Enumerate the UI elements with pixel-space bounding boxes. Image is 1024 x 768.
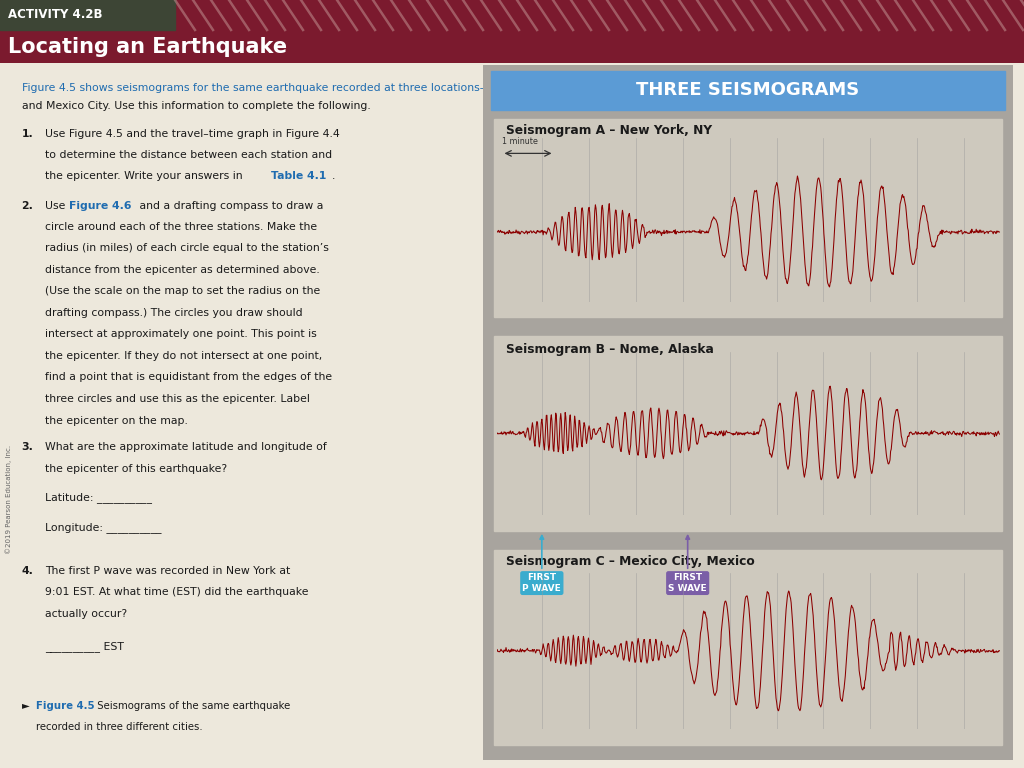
Text: the epicenter. If they do not intersect at one point,: the epicenter. If they do not intersect … <box>45 351 323 361</box>
Text: actually occur?: actually occur? <box>45 609 127 619</box>
Text: The first P wave was recorded in New York at: The first P wave was recorded in New Yor… <box>45 566 290 576</box>
Text: ©2019 Pearson Education, Inc.: ©2019 Pearson Education, Inc. <box>5 445 11 554</box>
Text: __________ EST: __________ EST <box>45 641 124 652</box>
Bar <box>494 336 1002 531</box>
Text: drafting compass.) The circles you draw should: drafting compass.) The circles you draw … <box>45 308 302 318</box>
Text: ►: ► <box>22 701 33 711</box>
Text: .: . <box>332 171 335 181</box>
Text: distance from the epicenter as determined above.: distance from the epicenter as determine… <box>45 265 319 275</box>
Text: radius (in miles) of each circle equal to the station’s: radius (in miles) of each circle equal t… <box>45 243 329 253</box>
Text: Table 4.1: Table 4.1 <box>271 171 327 181</box>
Text: the epicenter of this earthquake?: the epicenter of this earthquake? <box>45 464 227 474</box>
Text: FIRST
S WAVE: FIRST S WAVE <box>669 535 707 593</box>
Bar <box>494 551 1002 745</box>
Text: Use Figure 4.5 and the travel–time graph in Figure 4.4: Use Figure 4.5 and the travel–time graph… <box>45 129 340 139</box>
Text: Use: Use <box>45 200 69 210</box>
Bar <box>492 71 1005 110</box>
Text: ACTIVITY 4.2B: ACTIVITY 4.2B <box>8 8 102 22</box>
Text: intersect at approximately one point. This point is: intersect at approximately one point. Th… <box>45 329 316 339</box>
Text: Latitude: __________: Latitude: __________ <box>45 492 152 503</box>
Text: three circles and use this as the epicenter. Label: three circles and use this as the epicen… <box>45 394 310 404</box>
Text: 1.: 1. <box>22 129 34 139</box>
Text: 4.: 4. <box>22 566 34 576</box>
Text: 1 minute: 1 minute <box>502 137 538 145</box>
Text: THREE SEISMOGRAMS: THREE SEISMOGRAMS <box>636 81 860 99</box>
Text: Figure 4.6: Figure 4.6 <box>70 200 132 210</box>
Text: Seismogram A – New York, NY: Seismogram A – New York, NY <box>506 124 712 137</box>
Text: 3.: 3. <box>22 442 34 452</box>
Text: (Use the scale on the map to set the radius on the: (Use the scale on the map to set the rad… <box>45 286 321 296</box>
Text: 9:01 EST. At what time (EST) did the earthquake: 9:01 EST. At what time (EST) did the ear… <box>45 588 308 598</box>
Text: Seismograms of the same earthquake: Seismograms of the same earthquake <box>94 701 290 711</box>
Text: and a drafting compass to draw a: and a drafting compass to draw a <box>136 200 324 210</box>
Text: Figure 4.5 shows seismograms for the same earthquake recorded at three locations: Figure 4.5 shows seismograms for the sam… <box>22 83 626 93</box>
Text: the epicenter. Write your answers in: the epicenter. Write your answers in <box>45 171 246 181</box>
Text: Seismogram C – Mexico City, Mexico: Seismogram C – Mexico City, Mexico <box>506 555 755 568</box>
Text: 2.: 2. <box>22 200 34 210</box>
Text: What are the approximate latitude and longitude of: What are the approximate latitude and lo… <box>45 442 327 452</box>
Text: FIRST
P WAVE: FIRST P WAVE <box>522 535 561 593</box>
Text: find a point that is equidistant from the edges of the: find a point that is equidistant from th… <box>45 372 332 382</box>
Text: to determine the distance between each station and: to determine the distance between each s… <box>45 150 332 160</box>
Text: the epicenter on the map.: the epicenter on the map. <box>45 415 187 425</box>
Text: Longitude: __________: Longitude: __________ <box>45 522 162 533</box>
Bar <box>0 0 175 30</box>
Text: and Mexico City. Use this information to complete the following.: and Mexico City. Use this information to… <box>22 101 371 111</box>
Text: Locating an Earthquake: Locating an Earthquake <box>8 37 287 57</box>
Text: Seismogram B – Nome, Alaska: Seismogram B – Nome, Alaska <box>506 343 714 356</box>
Text: Figure 4.5: Figure 4.5 <box>36 701 94 711</box>
Bar <box>494 119 1002 317</box>
Text: circle around each of the three stations. Make the: circle around each of the three stations… <box>45 222 317 232</box>
Text: recorded in three different cities.: recorded in three different cities. <box>36 722 202 732</box>
